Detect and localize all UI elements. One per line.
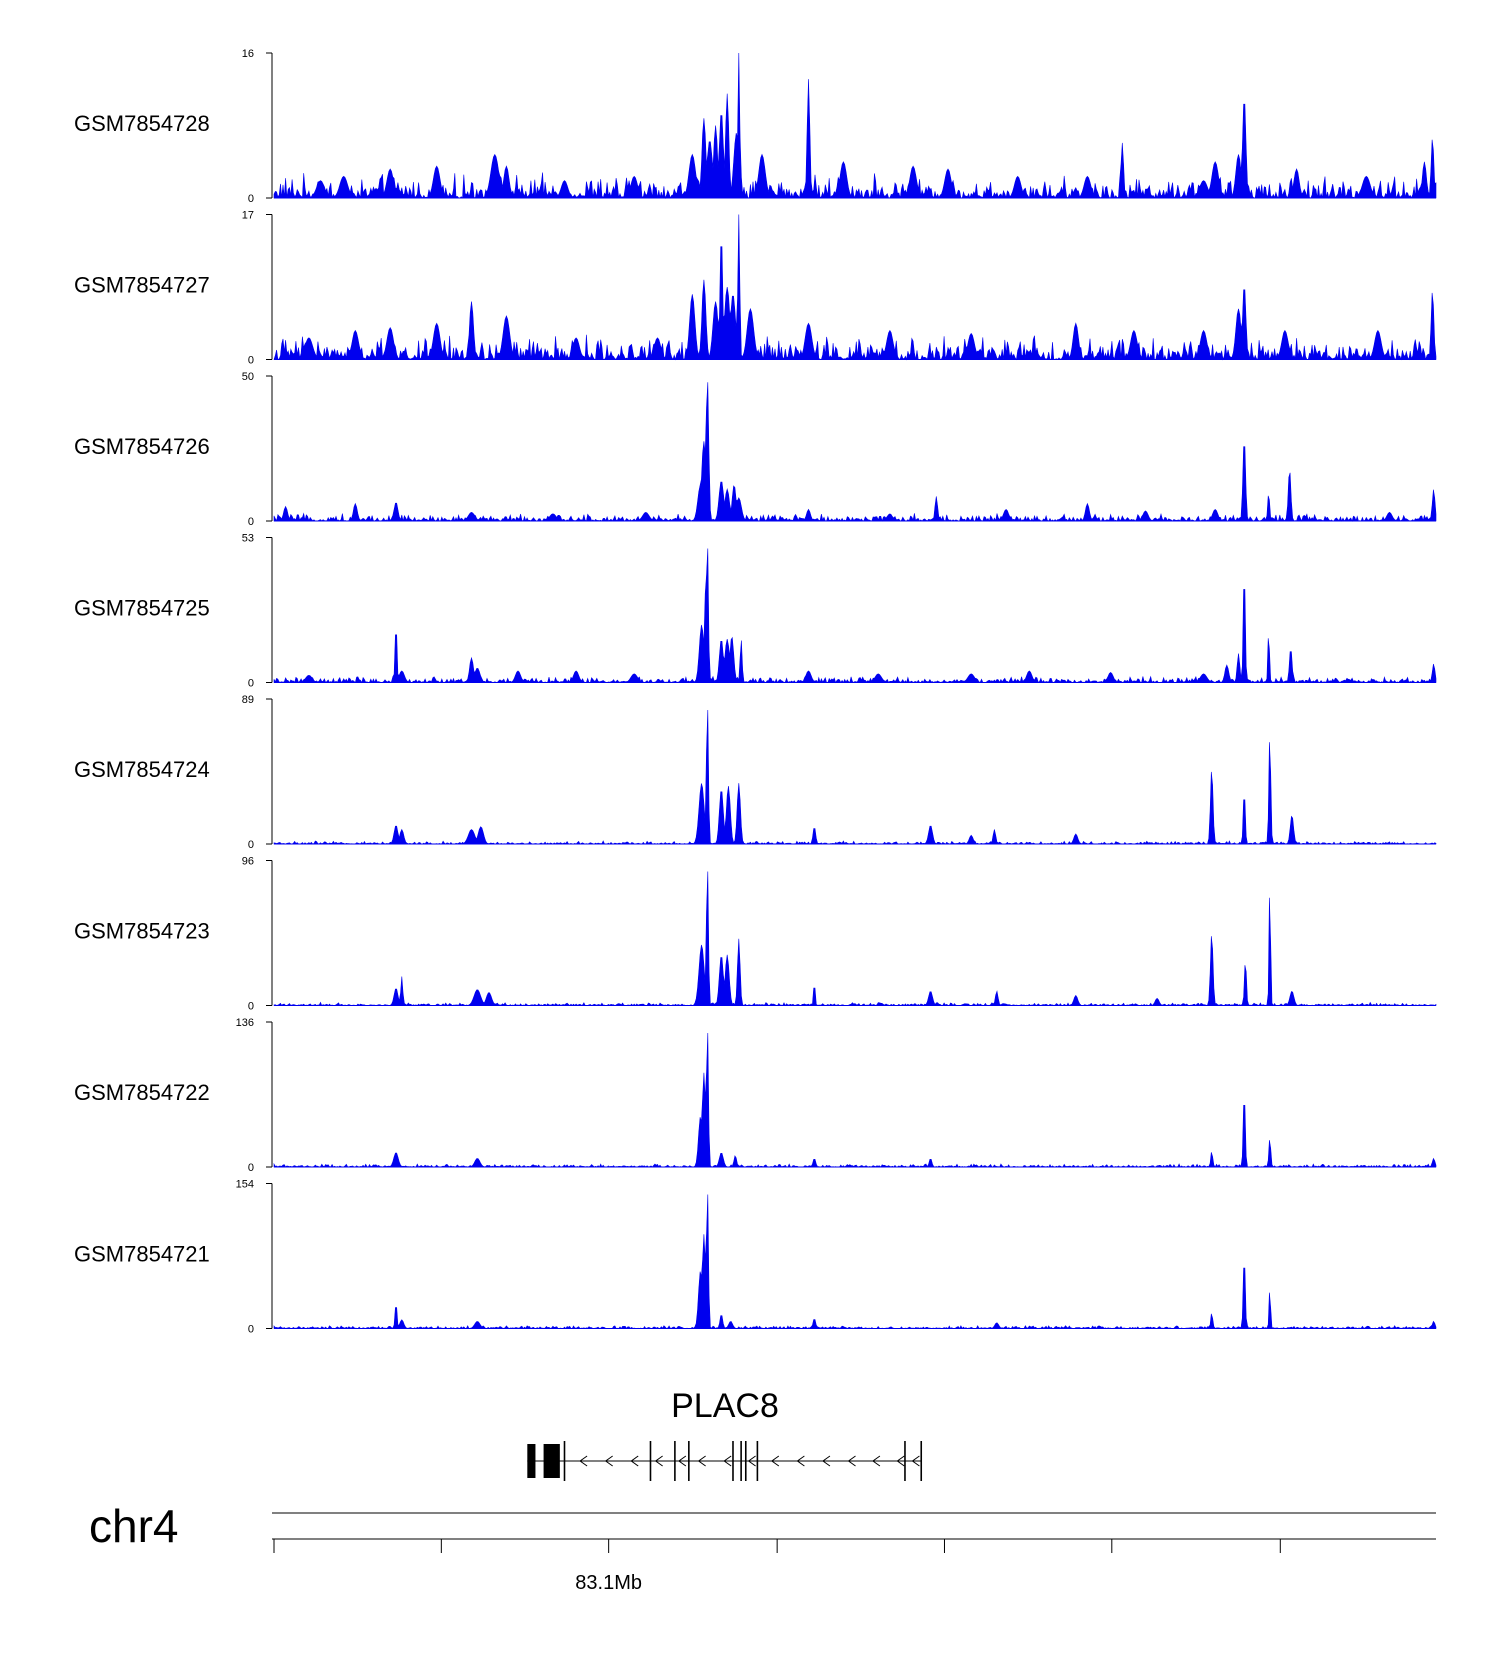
track-GSM7854728: GSM7854728 16 0 [74, 48, 1437, 205]
strand-arrow-icon [911, 1455, 920, 1467]
track-GSM7854726: GSM7854726 50 0 [74, 371, 1437, 528]
gene-exon-block [527, 1444, 536, 1478]
strand-arrow-icon [654, 1455, 663, 1467]
y-min-label: 0 [248, 1162, 254, 1174]
track-GSM7854723: GSM7854723 96 0 [74, 856, 1437, 1013]
track-label: GSM7854722 [74, 1080, 210, 1105]
track-GSM7854724: GSM7854724 89 0 [74, 694, 1437, 851]
signal-tracks: GSM7854728160GSM7854727170GSM7854726500G… [74, 48, 1437, 1336]
y-min-label: 0 [248, 839, 254, 851]
strand-arrow-icon [847, 1455, 856, 1467]
y-max-label: 89 [242, 694, 254, 706]
y-min-label: 0 [248, 516, 254, 528]
strand-arrow-icon [896, 1455, 905, 1467]
strand-arrow-icon [747, 1455, 756, 1467]
y-max-label: 136 [236, 1017, 254, 1029]
strand-arrow-icon [796, 1455, 805, 1467]
strand-arrow-icon [697, 1455, 706, 1467]
strand-arrow-icon [579, 1455, 588, 1467]
signal-area [273, 709, 1437, 845]
y-min-label: 0 [248, 355, 254, 367]
gene-model-plac8: PLAC8 [527, 1387, 923, 1481]
strand-arrow-icon [723, 1455, 732, 1467]
y-min-label: 0 [248, 678, 254, 690]
track-label: GSM7854724 [74, 757, 210, 782]
strand-arrow-icon [770, 1455, 780, 1467]
y-min-label: 0 [248, 193, 254, 205]
y-max-label: 16 [242, 48, 254, 60]
gene-exon-block [543, 1444, 560, 1478]
track-label: GSM7854721 [74, 1242, 210, 1267]
strand-arrow-icon [630, 1455, 639, 1467]
y-max-label: 17 [242, 210, 254, 222]
track-GSM7854725: GSM7854725 53 0 [74, 533, 1437, 690]
track-label: GSM7854728 [74, 111, 210, 136]
strand-arrow-icon [604, 1455, 613, 1467]
signal-area [273, 1194, 1437, 1330]
strand-arrow-icon [678, 1455, 687, 1467]
signal-area [273, 871, 1437, 1007]
strand-arrow-icon [822, 1455, 831, 1467]
y-max-label: 50 [242, 371, 254, 383]
track-label: GSM7854727 [74, 273, 210, 298]
signal-area [273, 382, 1437, 522]
gene-name-label: PLAC8 [671, 1387, 779, 1425]
chromosome-label: chr4 [89, 1500, 178, 1552]
strand-arrow-icon [872, 1455, 881, 1467]
y-min-label: 0 [248, 1324, 254, 1336]
strand-arrow-icon [549, 1455, 558, 1467]
chromosome-axis: chr4 83.1Mb [89, 1500, 1436, 1594]
y-max-label: 96 [242, 856, 254, 868]
track-label: GSM7854723 [74, 919, 210, 944]
axis-ticks [273, 1539, 1281, 1553]
track-GSM7854727: GSM7854727 17 0 [74, 210, 1437, 367]
track-GSM7854722: GSM7854722 136 0 [74, 1017, 1437, 1174]
track-label: GSM7854726 [74, 434, 210, 459]
y-min-label: 0 [248, 1001, 254, 1013]
y-max-label: 53 [242, 533, 254, 545]
track-label: GSM7854725 [74, 596, 210, 621]
y-max-label: 154 [236, 1179, 254, 1191]
signal-area [273, 214, 1437, 361]
signal-area [273, 548, 1437, 684]
signal-area [273, 1032, 1437, 1168]
track-GSM7854721: GSM7854721 154 0 [74, 1179, 1437, 1336]
signal-area [273, 52, 1437, 200]
position-tick-label: 83.1Mb [575, 1572, 642, 1594]
